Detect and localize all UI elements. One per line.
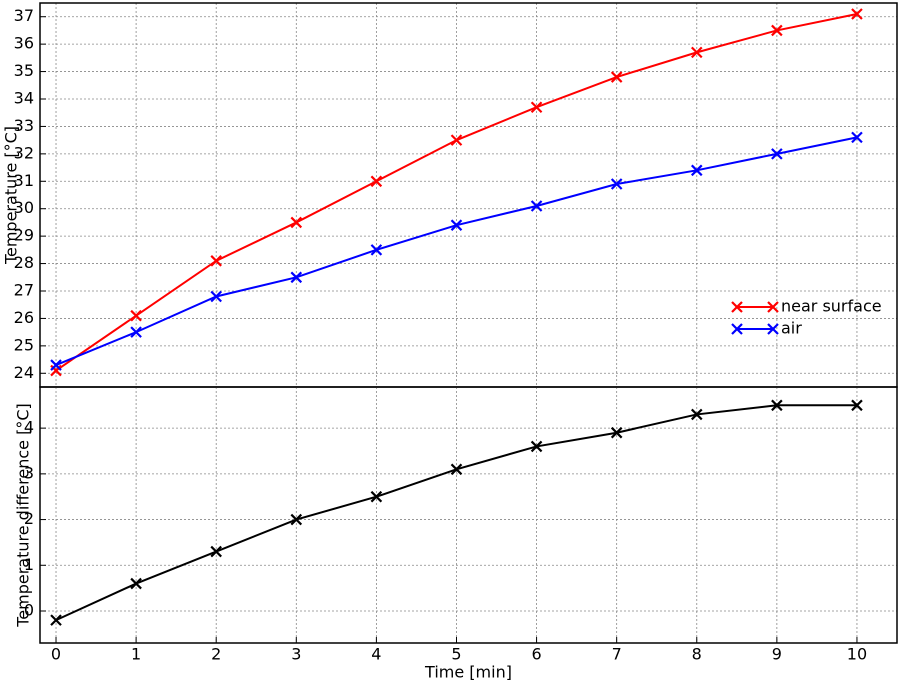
y-tick-label: 33 xyxy=(14,116,34,135)
y-axis-label: Temperature [°C] xyxy=(2,126,21,265)
x-tick-label: 6 xyxy=(531,645,541,664)
legend-label: near surface xyxy=(781,297,882,316)
x-tick-label: 10 xyxy=(847,645,867,664)
x-axis-label: Time [min] xyxy=(424,663,512,682)
legend-item: air xyxy=(731,319,802,338)
marker xyxy=(50,614,62,626)
y-tick-label: 1 xyxy=(24,555,34,574)
marker xyxy=(130,577,142,590)
y-tick-label: 26 xyxy=(14,308,34,327)
y-tick-label: 27 xyxy=(14,281,34,300)
marker xyxy=(690,46,703,59)
x-tick-label: 4 xyxy=(371,645,381,664)
marker xyxy=(771,24,783,37)
y-tick-label: 0 xyxy=(24,601,34,620)
y-tick-label: 34 xyxy=(14,89,34,108)
x-tick-label: 5 xyxy=(451,645,461,664)
legend-marker xyxy=(767,323,779,335)
y-tick-label: 4 xyxy=(24,418,34,437)
marker xyxy=(450,219,463,231)
legend-marker xyxy=(731,301,743,313)
marker xyxy=(771,399,783,412)
y-tick-label: 3 xyxy=(24,463,34,482)
marker xyxy=(210,255,222,267)
marker xyxy=(530,200,543,212)
marker xyxy=(450,134,463,146)
marker xyxy=(530,101,543,114)
y-tick-label: 36 xyxy=(14,34,34,53)
marker xyxy=(610,71,623,83)
marker xyxy=(130,309,142,322)
y-tick-label: 29 xyxy=(14,226,34,245)
marker xyxy=(290,216,303,229)
marker xyxy=(610,178,623,190)
y-tick-label: 25 xyxy=(14,335,34,354)
legend-label: air xyxy=(781,319,802,338)
marker xyxy=(290,513,303,526)
y-tick-label: 31 xyxy=(14,171,34,190)
y-axis-label: Temperature difference [°C] xyxy=(14,403,33,628)
x-tick-label: 7 xyxy=(612,645,622,664)
x-tick-label: 1 xyxy=(131,645,141,664)
y-tick-label: 35 xyxy=(14,61,34,80)
marker xyxy=(610,426,623,439)
markers xyxy=(50,131,863,371)
marker xyxy=(690,408,703,421)
marker xyxy=(290,271,303,284)
marker xyxy=(370,175,383,188)
legend-marker xyxy=(767,301,779,313)
marker xyxy=(851,131,863,144)
x-tick-label: 3 xyxy=(291,645,301,664)
plot-frame xyxy=(39,386,898,644)
y-tick-label: 37 xyxy=(14,6,34,25)
marker xyxy=(210,545,222,558)
markers xyxy=(50,399,863,626)
marker xyxy=(690,164,703,177)
marker xyxy=(450,463,463,476)
x-tick-label: 0 xyxy=(51,645,61,664)
marker xyxy=(370,490,383,503)
y-tick-label: 24 xyxy=(14,363,34,382)
legend-marker xyxy=(731,323,743,335)
x-tick-label: 9 xyxy=(772,645,782,664)
y-tick-label: 32 xyxy=(14,143,34,162)
marker xyxy=(851,399,863,412)
y-tick-label: 28 xyxy=(14,253,34,272)
x-tick-label: 8 xyxy=(692,645,702,664)
legend-item: near surface xyxy=(731,297,882,316)
marker xyxy=(530,440,543,453)
y-tick-label: 30 xyxy=(14,198,34,217)
x-tick-label: 2 xyxy=(211,645,221,664)
marker xyxy=(771,148,783,160)
marker xyxy=(50,359,62,371)
y-tick-label: 2 xyxy=(24,509,34,528)
marker xyxy=(130,326,142,338)
marker xyxy=(851,8,863,20)
marker xyxy=(210,290,222,303)
marker xyxy=(370,244,383,256)
